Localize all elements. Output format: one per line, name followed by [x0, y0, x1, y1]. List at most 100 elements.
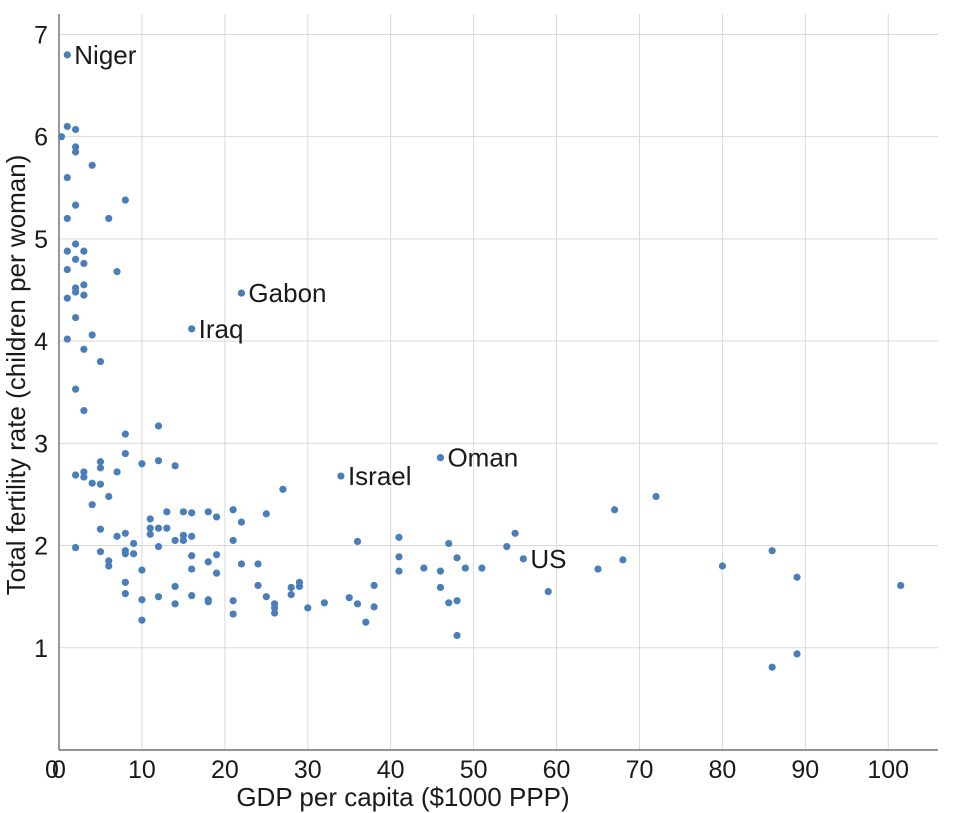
data-point: [287, 583, 295, 592]
data-point: [544, 587, 552, 596]
y-axis-label: Total fertility rate (children per woman…: [1, 155, 31, 596]
data-point: [71, 255, 80, 263]
data-point: [80, 291, 88, 299]
data-point: [121, 578, 129, 586]
data-point: [453, 554, 461, 562]
labeled-data-point: [436, 454, 445, 462]
x-tick-label: 70: [626, 756, 654, 784]
data-point: [188, 552, 196, 560]
data-point: [96, 548, 105, 556]
data-point: [652, 492, 660, 501]
data-point: [718, 562, 726, 570]
data-point: [271, 604, 279, 612]
data-point: [445, 539, 453, 548]
data-point: [229, 506, 237, 514]
data-point: [80, 345, 88, 353]
data-point: [96, 464, 105, 472]
y-tick-label: 5: [34, 226, 48, 254]
data-point: [353, 600, 362, 608]
data-points: [57, 51, 905, 671]
data-point: [71, 143, 80, 151]
data-point: [212, 551, 221, 559]
data-point: [453, 631, 461, 640]
data-point: [80, 281, 88, 289]
data-point: [188, 509, 196, 517]
data-point: [130, 550, 138, 558]
data-point: [453, 597, 461, 605]
data-point: [768, 663, 776, 671]
point-label-us: US: [530, 544, 566, 574]
data-point: [353, 537, 362, 546]
data-point: [71, 148, 80, 156]
y-tick-label: 2: [34, 533, 48, 561]
data-point: [113, 468, 121, 476]
point-label-gabon: Gabon: [248, 278, 326, 308]
data-point: [619, 556, 627, 564]
data-point: [395, 553, 403, 561]
data-point: [121, 430, 129, 438]
data-point: [154, 593, 163, 601]
data-point: [88, 501, 96, 509]
data-point: [63, 294, 71, 302]
data-point: [188, 565, 196, 573]
data-point: [188, 532, 196, 540]
x-tick-labels: 0 10 20 30 40 50 60 70 80 90 100 0: [45, 756, 909, 784]
x-axis-label: GDP per capita ($1000 PPP): [236, 782, 569, 812]
data-point: [362, 618, 370, 626]
data-point: [71, 240, 80, 248]
x-tick-label: 90: [791, 756, 819, 784]
data-point: [254, 581, 262, 590]
data-point: [370, 581, 378, 590]
data-point: [63, 173, 71, 182]
data-point: [88, 161, 96, 169]
data-point: [154, 422, 163, 430]
labeled-data-point: [519, 555, 527, 563]
data-point: [262, 510, 270, 518]
x-tick-label: 80: [708, 756, 736, 784]
data-point: [179, 508, 187, 516]
data-point: [96, 458, 105, 466]
data-point: [154, 524, 163, 532]
data-point: [96, 357, 105, 366]
data-point: [138, 460, 146, 468]
data-point: [304, 604, 312, 612]
data-point: [204, 508, 212, 516]
data-point: [146, 524, 154, 532]
data-point: [171, 582, 179, 591]
data-point: [295, 578, 304, 586]
point-label-israel: Israel: [348, 461, 412, 491]
data-point: [71, 471, 80, 479]
x-tick-label: 10: [128, 756, 156, 784]
data-point: [204, 598, 212, 606]
data-point: [113, 268, 121, 276]
data-point: [63, 247, 71, 255]
data-point: [121, 196, 129, 204]
data-point: [105, 557, 113, 565]
data-point: [63, 214, 71, 223]
data-point: [57, 133, 66, 141]
data-point: [237, 518, 246, 526]
data-point: [96, 525, 105, 533]
data-point: [138, 616, 146, 624]
x-tick-label: 60: [543, 756, 571, 784]
data-point: [154, 457, 163, 465]
y-tick-labels: 1 2 3 4 5 6 7: [34, 21, 48, 662]
x-tick-label: 20: [211, 756, 239, 784]
data-point: [121, 590, 129, 598]
data-point: [121, 529, 129, 537]
data-point: [478, 564, 486, 572]
data-point: [279, 485, 287, 493]
data-point: [171, 600, 179, 608]
data-point: [105, 562, 113, 570]
data-point: [80, 247, 88, 255]
data-point: [96, 480, 105, 488]
data-point: [262, 593, 270, 601]
data-point: [229, 610, 237, 618]
data-point: [179, 536, 187, 545]
data-point: [204, 558, 212, 566]
data-point: [188, 592, 196, 600]
data-point: [63, 335, 71, 343]
x-tick-label: 30: [294, 756, 322, 784]
data-point: [594, 565, 602, 573]
x-tick-label: 40: [377, 756, 405, 784]
